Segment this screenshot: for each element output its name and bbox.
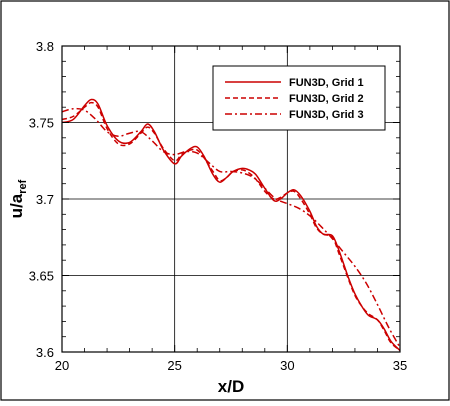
series-layer <box>61 98 401 352</box>
legend: FUN3D, Grid 1 FUN3D, Grid 2 FUN3D, Grid 3 <box>212 65 386 131</box>
x-tick-label: 25 <box>167 358 181 373</box>
y-tick-label: 3.75 <box>29 116 54 131</box>
y-axis-label-subscript: ref <box>17 179 29 193</box>
y-tick-label: 3.7 <box>36 192 54 207</box>
y-axis-label-main: u/a <box>7 193 26 218</box>
y-tick-label: 3.6 <box>36 345 54 360</box>
legend-label-3: FUN3D, Grid 3 <box>289 109 364 121</box>
series-line-2 <box>61 101 401 352</box>
y-axis-label: u/aref <box>7 179 29 218</box>
legend-items: FUN3D, Grid 1 FUN3D, Grid 2 FUN3D, Grid 3 <box>225 77 364 121</box>
y-tick-label: 3.8 <box>36 39 54 54</box>
x-tick-label: 30 <box>280 358 294 373</box>
legend-label-1: FUN3D, Grid 1 <box>289 77 364 89</box>
x-tick-label: 35 <box>393 358 407 373</box>
tick-labels: 20 25 30 35 3.6 3.65 3.7 3.75 3.8 <box>29 39 408 373</box>
x-tick-label: 20 <box>55 358 69 373</box>
tick-marks <box>61 45 401 353</box>
series-line-3 <box>61 107 401 348</box>
legend-label-2: FUN3D, Grid 2 <box>289 93 364 105</box>
x-axis-label: x/D <box>218 377 244 396</box>
y-tick-label: 3.65 <box>29 269 54 284</box>
